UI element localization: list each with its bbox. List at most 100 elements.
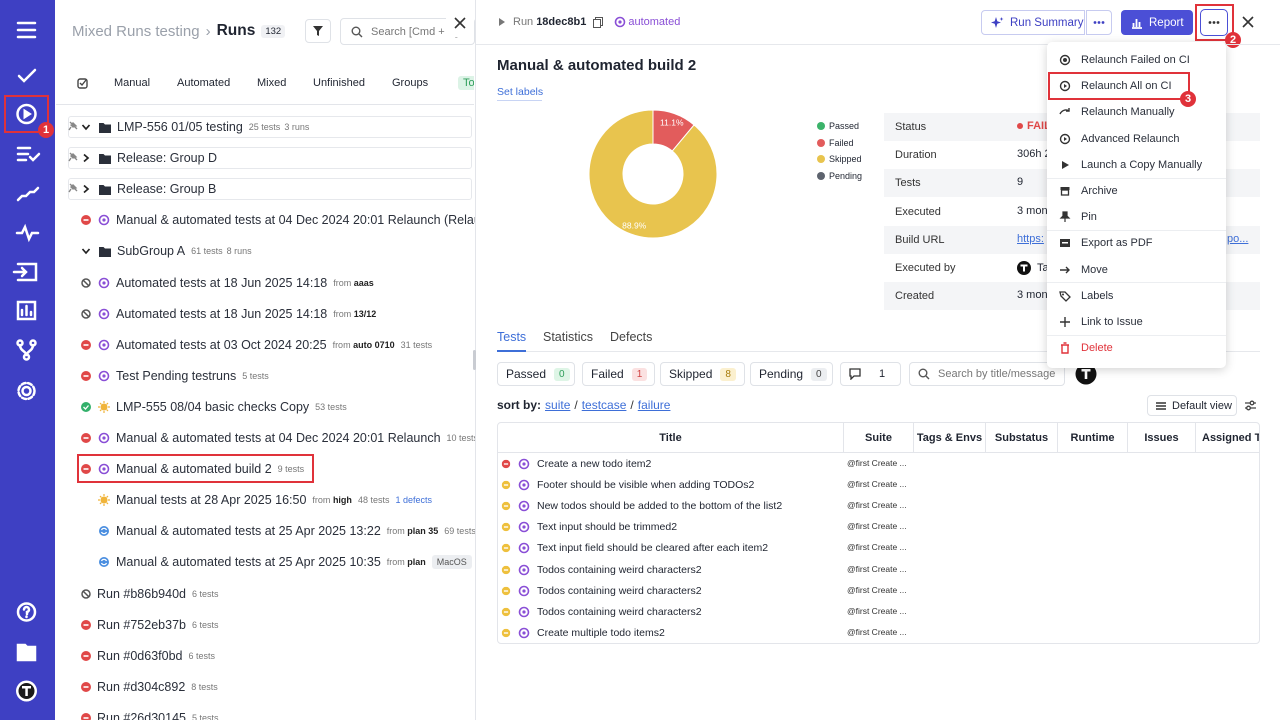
test-row[interactable]: Create a new todo item2	[501, 454, 651, 474]
test-title: Create a new todo item2	[537, 458, 652, 470]
test-title: Todos containing weird characters2	[537, 584, 702, 597]
run-row[interactable]: Run #0d63f0bd 6 tests	[81, 646, 215, 666]
test-search[interactable]: Search by title/message	[909, 362, 1065, 386]
run-row[interactable]: Run #26d30145 5 tests	[81, 708, 219, 720]
run-extra: 8 runs	[226, 246, 252, 257]
menu-label: Link to Issue	[1081, 316, 1143, 328]
menu-item[interactable]: Pin	[1047, 207, 1226, 227]
menu-item[interactable]: Launch a Copy Manually	[1047, 155, 1226, 175]
filter-chip[interactable]: Failed 1	[582, 362, 655, 386]
menu-item[interactable]: Advanced Relaunch	[1047, 129, 1226, 149]
close-run[interactable]	[1242, 16, 1254, 28]
test-row[interactable]: Footer should be visible when adding TOD…	[501, 475, 754, 495]
filter-chip[interactable]: Pending 0	[750, 362, 833, 386]
folder-icon	[99, 184, 111, 195]
run-row[interactable]: Manual & automated tests at 04 Dec 2024 …	[81, 428, 475, 448]
status-icon	[81, 339, 91, 350]
run-tab[interactable]: To	[458, 76, 474, 90]
run-meta: 31 tests	[400, 339, 433, 350]
menu-item[interactable]: Relaunch All on CI	[1047, 76, 1226, 96]
filter-button[interactable]	[305, 19, 331, 43]
run-row[interactable]: Release: Group B	[81, 179, 216, 199]
menu-item[interactable]: Link to Issue	[1047, 312, 1226, 332]
close-panel[interactable]	[446, 9, 474, 37]
menu-item[interactable]: Relaunch Manually	[1047, 102, 1226, 122]
test-row[interactable]: Text input should be trimmed2	[501, 517, 677, 537]
run-row[interactable]: Automated tests at 03 Oct 2024 20:25 from…	[81, 335, 432, 355]
menu-item[interactable]: Archive	[1047, 181, 1226, 201]
copy-icon[interactable]	[592, 16, 604, 28]
menu-item[interactable]: Delete	[1047, 338, 1226, 358]
run-row[interactable]: Release: Group D	[81, 148, 217, 168]
detail-text: FAIL	[1027, 120, 1051, 132]
filter-chip[interactable]: Passed 0	[497, 362, 575, 386]
breadcrumb[interactable]: Mixed Runs testing	[72, 22, 200, 40]
sort-option[interactable]: suite	[545, 398, 571, 412]
settings-icon[interactable]	[1244, 399, 1257, 412]
run-row[interactable]: Automated tests at 18 Jun 2025 14:18 from…	[81, 304, 376, 324]
run-meta: 6 tests	[191, 588, 219, 599]
menu-icon	[1059, 108, 1070, 115]
run-row[interactable]: Manual tests at 28 Apr 2025 16:50 from hi…	[81, 490, 432, 510]
run-tab[interactable]: Mixed	[257, 77, 287, 89]
menu-item[interactable]: Relaunch Failed on CI	[1047, 50, 1226, 70]
run-meta: 9 tests	[277, 464, 305, 475]
test-row[interactable]: Text input field should be cleared after…	[501, 538, 768, 558]
menu-icon	[1060, 187, 1070, 196]
filter-label: Passed	[506, 367, 547, 381]
select-icon[interactable]	[76, 76, 90, 90]
filter-chip[interactable]: Skipped 8	[660, 362, 745, 386]
test-row[interactable]: Todos containing weird characters2	[501, 560, 702, 580]
menu-label: Relaunch All on CI	[1081, 80, 1172, 93]
search-box[interactable]: Search [Cmd + K]	[340, 18, 475, 45]
legend-swatch	[817, 138, 825, 147]
run-tab[interactable]: Groups	[392, 77, 429, 89]
set-labels-link[interactable]: Set labels	[497, 86, 544, 98]
run-tab[interactable]: Manual	[114, 77, 151, 89]
test-row[interactable]: Create multiple todo items2	[501, 623, 665, 643]
test-tab[interactable]: Tests	[497, 330, 527, 352]
run-row[interactable]: Run #b86b940d 6 tests	[81, 584, 219, 604]
sort-option[interactable]: failure	[637, 398, 671, 412]
run-tab[interactable]: Unfinished	[313, 77, 365, 89]
run-row[interactable]: Manual & automated build 2 9 tests	[81, 459, 304, 479]
test-tab[interactable]: Defects	[610, 330, 653, 344]
run-row[interactable]: Run #d304c892 8 tests	[81, 677, 218, 697]
filter-label: Failed	[591, 367, 624, 381]
run-row[interactable]: SubGroup A 61 tests 8 runs	[81, 241, 252, 261]
run-row[interactable]: Manual & automated tests at 25 Apr 2025 …	[81, 552, 472, 572]
sort-option[interactable]: testcase	[581, 398, 627, 412]
view-button[interactable]: Default view	[1147, 395, 1237, 416]
menu-item[interactable]: Export as PDF	[1047, 233, 1226, 253]
comments-chip[interactable]: 1	[840, 362, 901, 386]
from-value: auto 0710	[353, 339, 395, 350]
menu-item[interactable]: Move	[1047, 260, 1226, 280]
run-row[interactable]: Manual & automated tests at 04 Dec 2024 …	[81, 210, 475, 230]
run-row[interactable]: Automated tests at 18 Jun 2025 14:18 from…	[81, 273, 374, 293]
test-tab[interactable]: Statistics	[543, 330, 594, 344]
summary-more[interactable]	[1086, 10, 1112, 35]
test-row[interactable]: Todos containing weird characters2	[501, 602, 702, 622]
run-row[interactable]: Run #752eb37b 6 tests	[81, 615, 219, 635]
run-type-icon	[518, 458, 530, 470]
run-row[interactable]: LMP-555 08/04 basic checks Copy 53 tests	[81, 397, 347, 417]
run-type-icon	[518, 585, 530, 596]
run-row[interactable]: Test Pending testruns 5 tests	[81, 366, 269, 386]
menu-divider	[1047, 177, 1226, 179]
run-row[interactable]: Manual & automated tests at 25 Apr 2025 …	[81, 521, 475, 541]
test-row[interactable]: New todos should be added to the bottom …	[501, 496, 782, 516]
dropdown-menu: Relaunch Failed on CI Relaunch All on CI R…	[1047, 42, 1226, 368]
run-tab[interactable]: Automated	[177, 77, 231, 89]
comments-count: 1	[879, 368, 886, 380]
menu-icon	[1060, 266, 1070, 274]
test-suite: @first Create ...	[847, 479, 907, 490]
status-icon	[81, 526, 91, 536]
donut-slice[interactable]	[588, 109, 718, 239]
column-header: Title	[498, 423, 844, 453]
menu-item[interactable]: Labels	[1047, 286, 1226, 306]
run-row[interactable]: LMP-556 01/05 testing 25 tests 3 runs	[81, 117, 309, 137]
more-button[interactable]	[1200, 9, 1228, 36]
test-row[interactable]: Todos containing weird characters2	[501, 581, 702, 601]
run-summary-button[interactable]: Run Summary	[981, 10, 1085, 35]
report-button[interactable]: Report	[1121, 10, 1193, 35]
